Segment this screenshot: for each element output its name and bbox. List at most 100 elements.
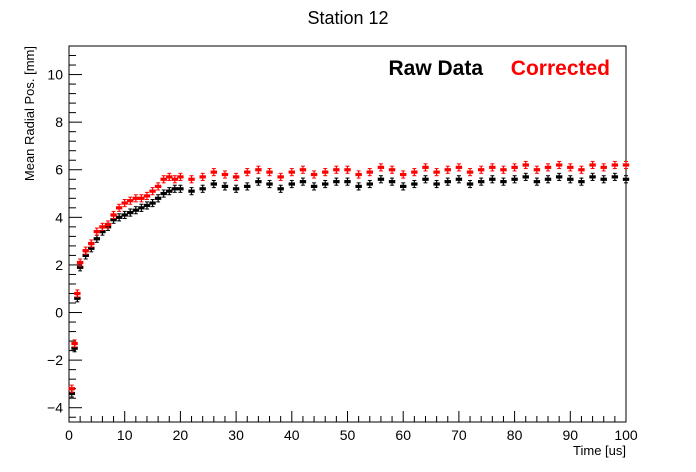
- data-point: [466, 179, 474, 189]
- data-point: [82, 246, 89, 255]
- legend-raw-data: Raw Data: [388, 57, 483, 80]
- data-point: [310, 170, 318, 179]
- x-tick-label: 40: [284, 427, 300, 443]
- data-point: [411, 179, 418, 189]
- data-point: [99, 222, 106, 231]
- data-point: [154, 182, 162, 191]
- data-point: [149, 187, 156, 196]
- data-point: [433, 179, 440, 189]
- data-point: [611, 160, 619, 170]
- data-point: [388, 177, 396, 186]
- x-axis-title: Time [us]: [573, 443, 626, 458]
- data-point: [400, 170, 407, 179]
- data-point: [589, 160, 596, 170]
- data-point: [422, 175, 429, 184]
- data-point: [344, 165, 351, 174]
- data-point: [244, 182, 251, 191]
- data-point: [221, 170, 229, 179]
- data-point: [160, 189, 167, 198]
- data-point: [477, 165, 485, 174]
- data-point: [489, 163, 496, 172]
- data-point: [143, 201, 151, 210]
- data-point: [355, 170, 362, 179]
- data-point: [266, 168, 273, 177]
- data-point: [210, 179, 218, 189]
- data-point: [400, 182, 407, 191]
- data-point: [567, 163, 574, 172]
- data-point: [299, 177, 307, 186]
- data-point: [288, 168, 295, 177]
- data-point: [277, 184, 284, 193]
- y-tick-label: 2: [55, 257, 63, 273]
- x-axis: 0 10 20 30 40 50 60 70 80 90 100: [65, 411, 638, 443]
- y-tick-label: 4: [55, 209, 63, 225]
- plot-frame: [68, 45, 627, 423]
- y-tick-label: 0: [55, 305, 63, 321]
- data-point: [388, 165, 396, 174]
- data-point: [522, 172, 529, 181]
- data-point: [132, 194, 140, 203]
- x-tick-label: 90: [563, 427, 579, 443]
- data-point: [115, 213, 123, 222]
- data-point: [288, 179, 295, 189]
- data-point: [232, 172, 240, 181]
- data-point: [74, 289, 81, 298]
- data-point: [533, 165, 541, 174]
- x-tick-label: 10: [117, 427, 133, 443]
- data-point: [522, 160, 529, 170]
- data-point: [143, 191, 151, 200]
- data-point: [110, 210, 117, 220]
- data-point: [533, 177, 541, 186]
- data-point: [377, 175, 385, 184]
- data-point: [555, 160, 563, 170]
- data-point: [611, 172, 619, 181]
- data-point: [344, 177, 351, 186]
- y-tick-label: 6: [55, 162, 63, 178]
- y-tick-label: −2: [47, 352, 63, 368]
- data-point: [138, 194, 145, 203]
- data-point: [232, 184, 240, 193]
- data-point: [600, 163, 607, 172]
- data-point: [333, 177, 340, 186]
- data-point: [127, 196, 134, 205]
- data-point: [266, 179, 273, 189]
- data-point: [121, 198, 128, 208]
- data-point: [210, 168, 218, 177]
- data-point: [322, 179, 329, 189]
- data-point: [166, 172, 173, 181]
- data-point: [166, 187, 173, 196]
- data-point: [544, 163, 552, 172]
- x-tick-label: 50: [340, 427, 356, 443]
- data-point: [355, 182, 362, 191]
- data-point: [555, 172, 563, 181]
- data-point: [600, 175, 607, 184]
- data-point: [511, 175, 518, 184]
- data-point: [199, 184, 206, 193]
- data-point: [121, 210, 128, 220]
- x-tick-label: 20: [173, 427, 189, 443]
- data-point: [154, 194, 162, 203]
- data-point: [622, 160, 630, 170]
- chart-title: Station 12: [307, 8, 388, 28]
- data-point: [132, 206, 140, 215]
- data-point: [578, 177, 585, 186]
- y-axis: −4 −2 0 2 4 6 8 10: [47, 55, 82, 418]
- data-point: [177, 172, 184, 181]
- data-point: [366, 168, 373, 177]
- data-point: [93, 227, 101, 236]
- x-tick-label: 100: [614, 427, 638, 443]
- data-point: [366, 179, 373, 189]
- data-point: [188, 187, 195, 196]
- data-point: [171, 175, 179, 184]
- data-point: [589, 172, 596, 181]
- data-point: [622, 175, 630, 184]
- x-tick-label: 80: [507, 427, 523, 443]
- data-point: [444, 177, 451, 186]
- data-point: [88, 239, 95, 248]
- data-point: [544, 175, 552, 184]
- data-point: [171, 184, 179, 193]
- y-tick-label: −4: [47, 400, 63, 416]
- data-point: [511, 163, 518, 172]
- data-point: [244, 168, 251, 177]
